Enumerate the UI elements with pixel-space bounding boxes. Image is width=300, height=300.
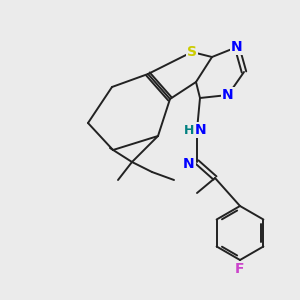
- Text: S: S: [187, 45, 197, 59]
- Text: H: H: [184, 124, 194, 136]
- Text: N: N: [222, 88, 234, 102]
- Text: F: F: [235, 262, 245, 276]
- Text: N: N: [183, 157, 195, 171]
- Text: N: N: [231, 40, 243, 54]
- Text: N: N: [195, 123, 207, 137]
